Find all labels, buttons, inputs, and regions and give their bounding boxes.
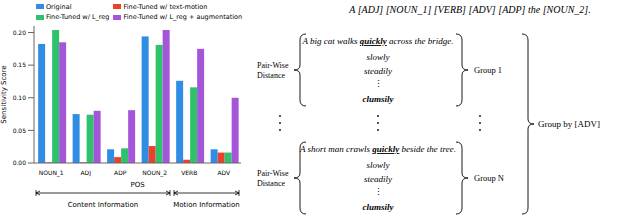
svg-text:Motion Information: Motion Information — [173, 201, 239, 209]
svg-text:slowly: slowly — [366, 52, 389, 62]
svg-text:0.10: 0.10 — [13, 94, 27, 101]
svg-text:⋮: ⋮ — [374, 79, 383, 89]
svg-text:Group by [ADV]: Group by [ADV] — [538, 119, 600, 129]
svg-text:ADJ: ADJ — [81, 169, 92, 177]
svg-text:Distance: Distance — [257, 179, 285, 188]
svg-text:clumsily: clumsily — [363, 202, 395, 212]
svg-text:A big cat walks quickly across: A big cat walks quickly across the bridg… — [301, 36, 453, 46]
svg-text:⋮: ⋮ — [374, 187, 383, 197]
svg-text:ADV: ADV — [217, 169, 231, 176]
svg-text:clumsily: clumsily — [363, 94, 395, 104]
svg-text:steadily: steadily — [364, 174, 392, 184]
svg-text:NOUN_2: NOUN_2 — [142, 169, 167, 177]
html-text:Fine-Tuned w/ L_reg: Fine-Tuned w/ L_reg — [46, 13, 110, 22]
html-text:Original: Original — [46, 2, 72, 11]
svg-text:Pair-Wise: Pair-Wise — [257, 61, 289, 70]
html-text:Fine-Tuned w/ L_reg + augmenta: Fine-Tuned w/ L_reg + augmentation — [123, 13, 243, 22]
svg-text:0.00: 0.00 — [13, 159, 27, 166]
svg-text:Group 1: Group 1 — [474, 65, 502, 75]
svg-text:NOUN_1: NOUN_1 — [39, 169, 64, 177]
svg-text:A short man crawls quickly bes: A short man crawls quickly beside the tr… — [299, 144, 456, 154]
svg-text:Distance: Distance — [257, 71, 285, 80]
svg-text:VERB: VERB — [181, 169, 197, 176]
svg-text:ADP: ADP — [114, 169, 127, 176]
svg-text:Sensitivity Score: Sensitivity Score — [8, 65, 9, 123]
svg-text:slowly: slowly — [366, 160, 389, 170]
svg-text:A [ADJ] [NOUN_1] [VERB] [ADV]: A [ADJ] [NOUN_1] [VERB] [ADV] [ADP] the … — [348, 4, 591, 15]
svg-text:POS: POS — [130, 181, 145, 187]
svg-text:Pair-Wise: Pair-Wise — [257, 169, 289, 178]
svg-text:Content Information: Content Information — [68, 201, 139, 209]
html-text:Fine-Tuned w/ text-motion: Fine-Tuned w/ text-motion — [123, 2, 208, 11]
svg-text:steadily: steadily — [364, 66, 392, 76]
svg-text:0.05: 0.05 — [13, 127, 27, 134]
svg-text:0.15: 0.15 — [13, 61, 27, 68]
svg-text:Group N: Group N — [474, 173, 504, 183]
svg-text:0.20: 0.20 — [13, 29, 27, 36]
